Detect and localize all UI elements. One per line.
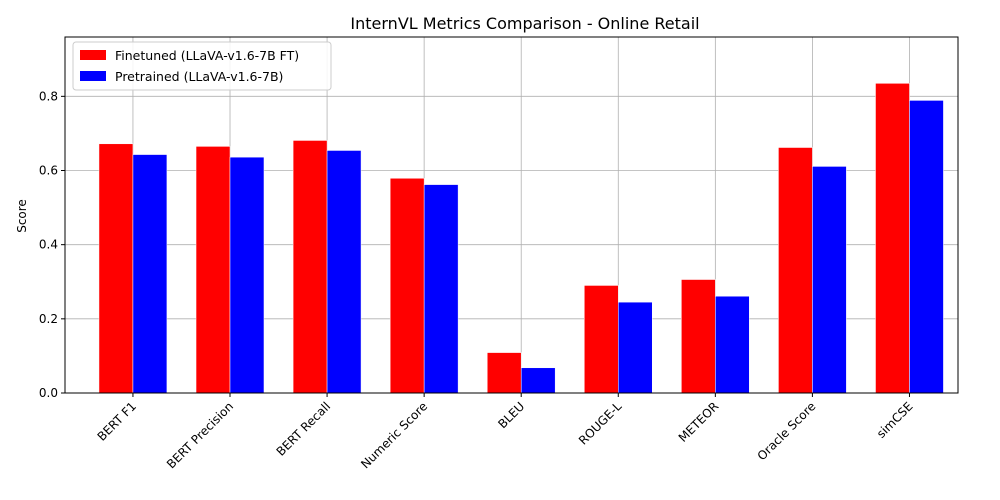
y-tick-label: 0.4 [39,238,58,252]
legend-swatch [80,50,106,60]
bar-pretrained [618,301,653,394]
bar-pretrained [909,100,944,394]
bar-finetuned [778,147,813,394]
x-tick-label: METEOR [676,399,722,445]
bar-pretrained [520,367,556,394]
legend: Finetuned (LLaVA-v1.6-7B FT) Pretrained (… [72,41,332,91]
bar-finetuned [681,279,716,394]
legend-label: Pretrained (LLaVA-v1.6-7B) [115,69,283,84]
bar-pretrained [812,166,847,394]
bar-finetuned [486,352,522,394]
y-tick-label: 0.2 [39,312,58,326]
chart-title: InternVL Metrics Comparison - Online Ret… [350,14,699,33]
bar-pretrained [423,184,459,394]
y-tick-label: 0.6 [39,164,58,178]
bars [98,83,944,394]
legend-label: Finetuned (LLaVA-v1.6-7B FT) [115,48,299,63]
y-tick-label: 0.8 [39,89,58,103]
x-tick-label: BERT Recall [274,399,334,459]
bar-pretrained [326,150,362,394]
bar-finetuned [195,146,231,394]
legend-swatch [80,71,106,81]
bar-finetuned [389,178,425,394]
plot-frame [64,36,959,394]
x-tick-label: simCSE [874,399,916,441]
bar-pretrained [132,154,168,394]
bar-pretrained [229,156,265,394]
legend-box [72,41,332,91]
x-tick-label: BLEU [495,399,527,431]
x-tick-label: Numeric Score [358,399,430,471]
bar-finetuned [292,140,328,394]
bar-pretrained [715,295,750,394]
y-tick-label: 0.0 [39,386,58,400]
bar-finetuned [875,83,910,394]
bar-finetuned [584,285,619,394]
y-axis-label: Score [15,199,29,233]
bar-finetuned [98,143,134,394]
x-tick-label: Oracle Score [755,399,819,463]
x-tick-label: BERT Precision [164,399,236,471]
x-tick-label: ROUGE-L [576,399,625,448]
x-tick-label: BERT F1 [95,399,140,444]
